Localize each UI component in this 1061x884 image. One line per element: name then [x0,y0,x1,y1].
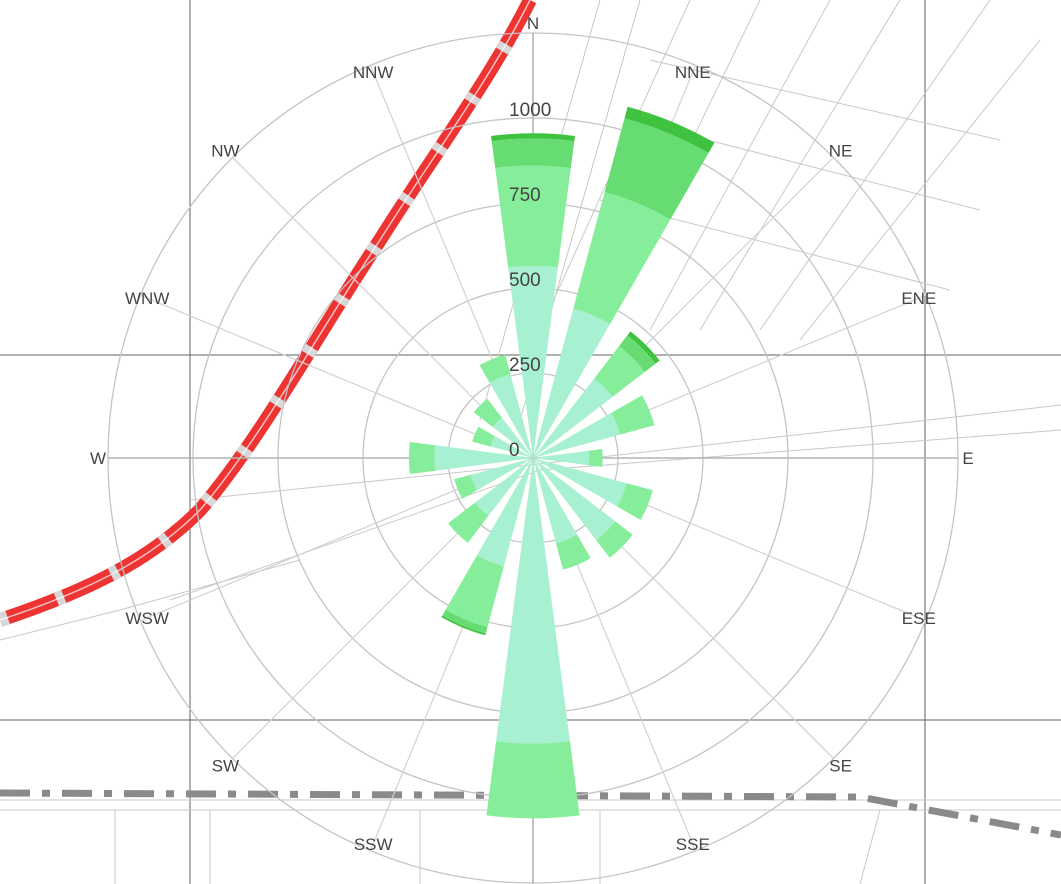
bar-segment-n-band-1 [508,265,558,458]
bar-segment-wnw-band-1 [490,435,533,458]
bar-segment-ne-band-3 [619,335,656,372]
direction-label-se: SE [829,757,852,776]
direction-label-n: N [527,14,539,33]
bar-segment-nnw-band-1 [489,374,533,458]
bar-segment-ene-band-1 [533,413,620,458]
bar-segment-wsw-band-1 [470,458,533,491]
bar-segment-sw-band-1 [475,458,533,516]
direction-label-nw: NW [211,141,239,160]
bar-segment-ne-band-4 [627,331,660,364]
radial-tick-0: 0 [509,440,520,461]
grid-spoke [140,294,534,459]
bar-segment-w-band-2 [408,441,436,475]
bar-segment-ssw-band-2 [445,555,504,628]
bar-segment-wnw-band-2 [472,426,495,447]
bar-segment-ssw-band-1 [477,458,533,567]
bar-segment-wsw-band-2 [454,474,478,499]
direction-label-sse: SSE [676,835,710,854]
direction-label-wnw: WNW [125,289,169,308]
radial-tick-750: 750 [509,185,541,206]
bar-segment-nnw-band-2 [479,354,511,383]
bar-segment-e-band-1 [533,450,590,466]
bar-segment-s-band-2 [486,741,580,819]
bar-segment-nw-band-2 [473,398,502,427]
bar-segment-nw-band-1 [492,417,533,458]
radial-tick-250: 250 [509,355,541,376]
bar-segment-nne-band-1 [533,308,611,458]
bar-segment-nne-band-3 [604,118,709,220]
radial-tick-500: 500 [509,270,541,291]
direction-label-nnw: NNW [353,63,394,82]
radial-tick-labels: 0 250 500 750 1000 [509,100,551,461]
radial-tick-1000: 1000 [509,100,551,121]
bar-segment-ene-band-2 [611,395,655,435]
direction-label-w: W [90,449,106,468]
direction-labels: NNNENEENEEESESESSESSSWSWWSWWWNWNWNNW [90,14,974,854]
bar-segment-se-band-2 [596,521,633,558]
bar-segment-n-band-4 [491,133,575,142]
bar-segment-nne-band-2 [573,192,671,324]
direction-label-ese: ESE [902,609,936,628]
bar-segment-e-band-2 [588,448,603,468]
direction-label-nne: NNE [675,63,711,82]
bar-segment-ssw-band-4 [441,615,486,636]
direction-label-ene: ENE [901,289,936,308]
bar-segment-sw-band-2 [448,502,489,543]
bar-segment-ne-band-1 [533,378,613,458]
bar-segment-se-band-1 [533,458,616,541]
direction-label-e: E [962,449,973,468]
bar-segment-ese-band-2 [616,483,653,520]
bar-segment-nne-band-4 [624,106,715,154]
bar-segment-ne-band-2 [594,346,645,397]
direction-label-ssw: SSW [354,835,393,854]
boundary-line [0,789,1061,839]
bar-segment-sse-band-1 [533,458,578,544]
bar-segment-sse-band-2 [555,534,591,570]
bar-segment-n-band-3 [491,138,575,169]
direction-label-wsw: WSW [125,609,168,628]
bar-segment-w-band-1 [434,445,533,471]
bar-segment-ese-band-1 [533,458,627,507]
direction-label-ne: NE [829,141,853,160]
bar-segment-s-band-1 [496,458,570,744]
bar-segment-ssw-band-3 [442,609,488,634]
direction-label-sw: SW [212,757,239,776]
bar-segment-n-band-2 [495,165,571,268]
polar-grid [107,32,959,884]
wind-rose-bars [408,106,715,819]
